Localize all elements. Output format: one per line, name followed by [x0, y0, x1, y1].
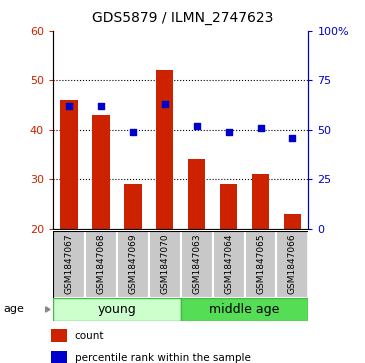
Bar	[117, 231, 149, 298]
Bar	[51, 351, 67, 363]
Text: GSM1847070: GSM1847070	[160, 234, 169, 294]
Text: GSM1847063: GSM1847063	[192, 234, 201, 294]
Point	[194, 123, 200, 129]
Bar	[220, 184, 237, 229]
Text: count: count	[74, 331, 104, 341]
Bar	[149, 231, 181, 298]
Bar	[53, 298, 181, 321]
Bar	[252, 174, 269, 229]
Point	[98, 103, 104, 109]
Text: age: age	[4, 305, 24, 314]
Text: GSM1847064: GSM1847064	[224, 234, 233, 294]
Text: percentile rank within the sample: percentile rank within the sample	[74, 352, 250, 363]
Text: GDS5879 / ILMN_2747623: GDS5879 / ILMN_2747623	[92, 11, 273, 25]
Bar	[212, 231, 245, 298]
Bar	[181, 298, 308, 321]
Bar	[53, 231, 85, 298]
Text: GSM1847069: GSM1847069	[128, 234, 137, 294]
Bar	[85, 231, 117, 298]
Point	[226, 129, 231, 135]
Bar	[277, 231, 308, 298]
Bar	[156, 70, 173, 229]
Bar	[124, 184, 142, 229]
Point	[162, 101, 168, 107]
Bar	[284, 214, 301, 229]
Text: GSM1847066: GSM1847066	[288, 234, 297, 294]
Point	[66, 103, 72, 109]
Point	[289, 135, 295, 140]
Text: GSM1847067: GSM1847067	[64, 234, 73, 294]
Bar	[181, 231, 212, 298]
Bar	[60, 100, 78, 229]
Bar	[92, 115, 110, 229]
Bar	[245, 231, 277, 298]
Text: GSM1847068: GSM1847068	[96, 234, 105, 294]
Bar	[51, 329, 67, 342]
Text: GSM1847065: GSM1847065	[256, 234, 265, 294]
Point	[258, 125, 264, 131]
Point	[130, 129, 136, 135]
Bar	[188, 159, 205, 229]
Text: middle age: middle age	[210, 303, 280, 316]
Text: young: young	[97, 303, 136, 316]
Polygon shape	[46, 307, 50, 312]
